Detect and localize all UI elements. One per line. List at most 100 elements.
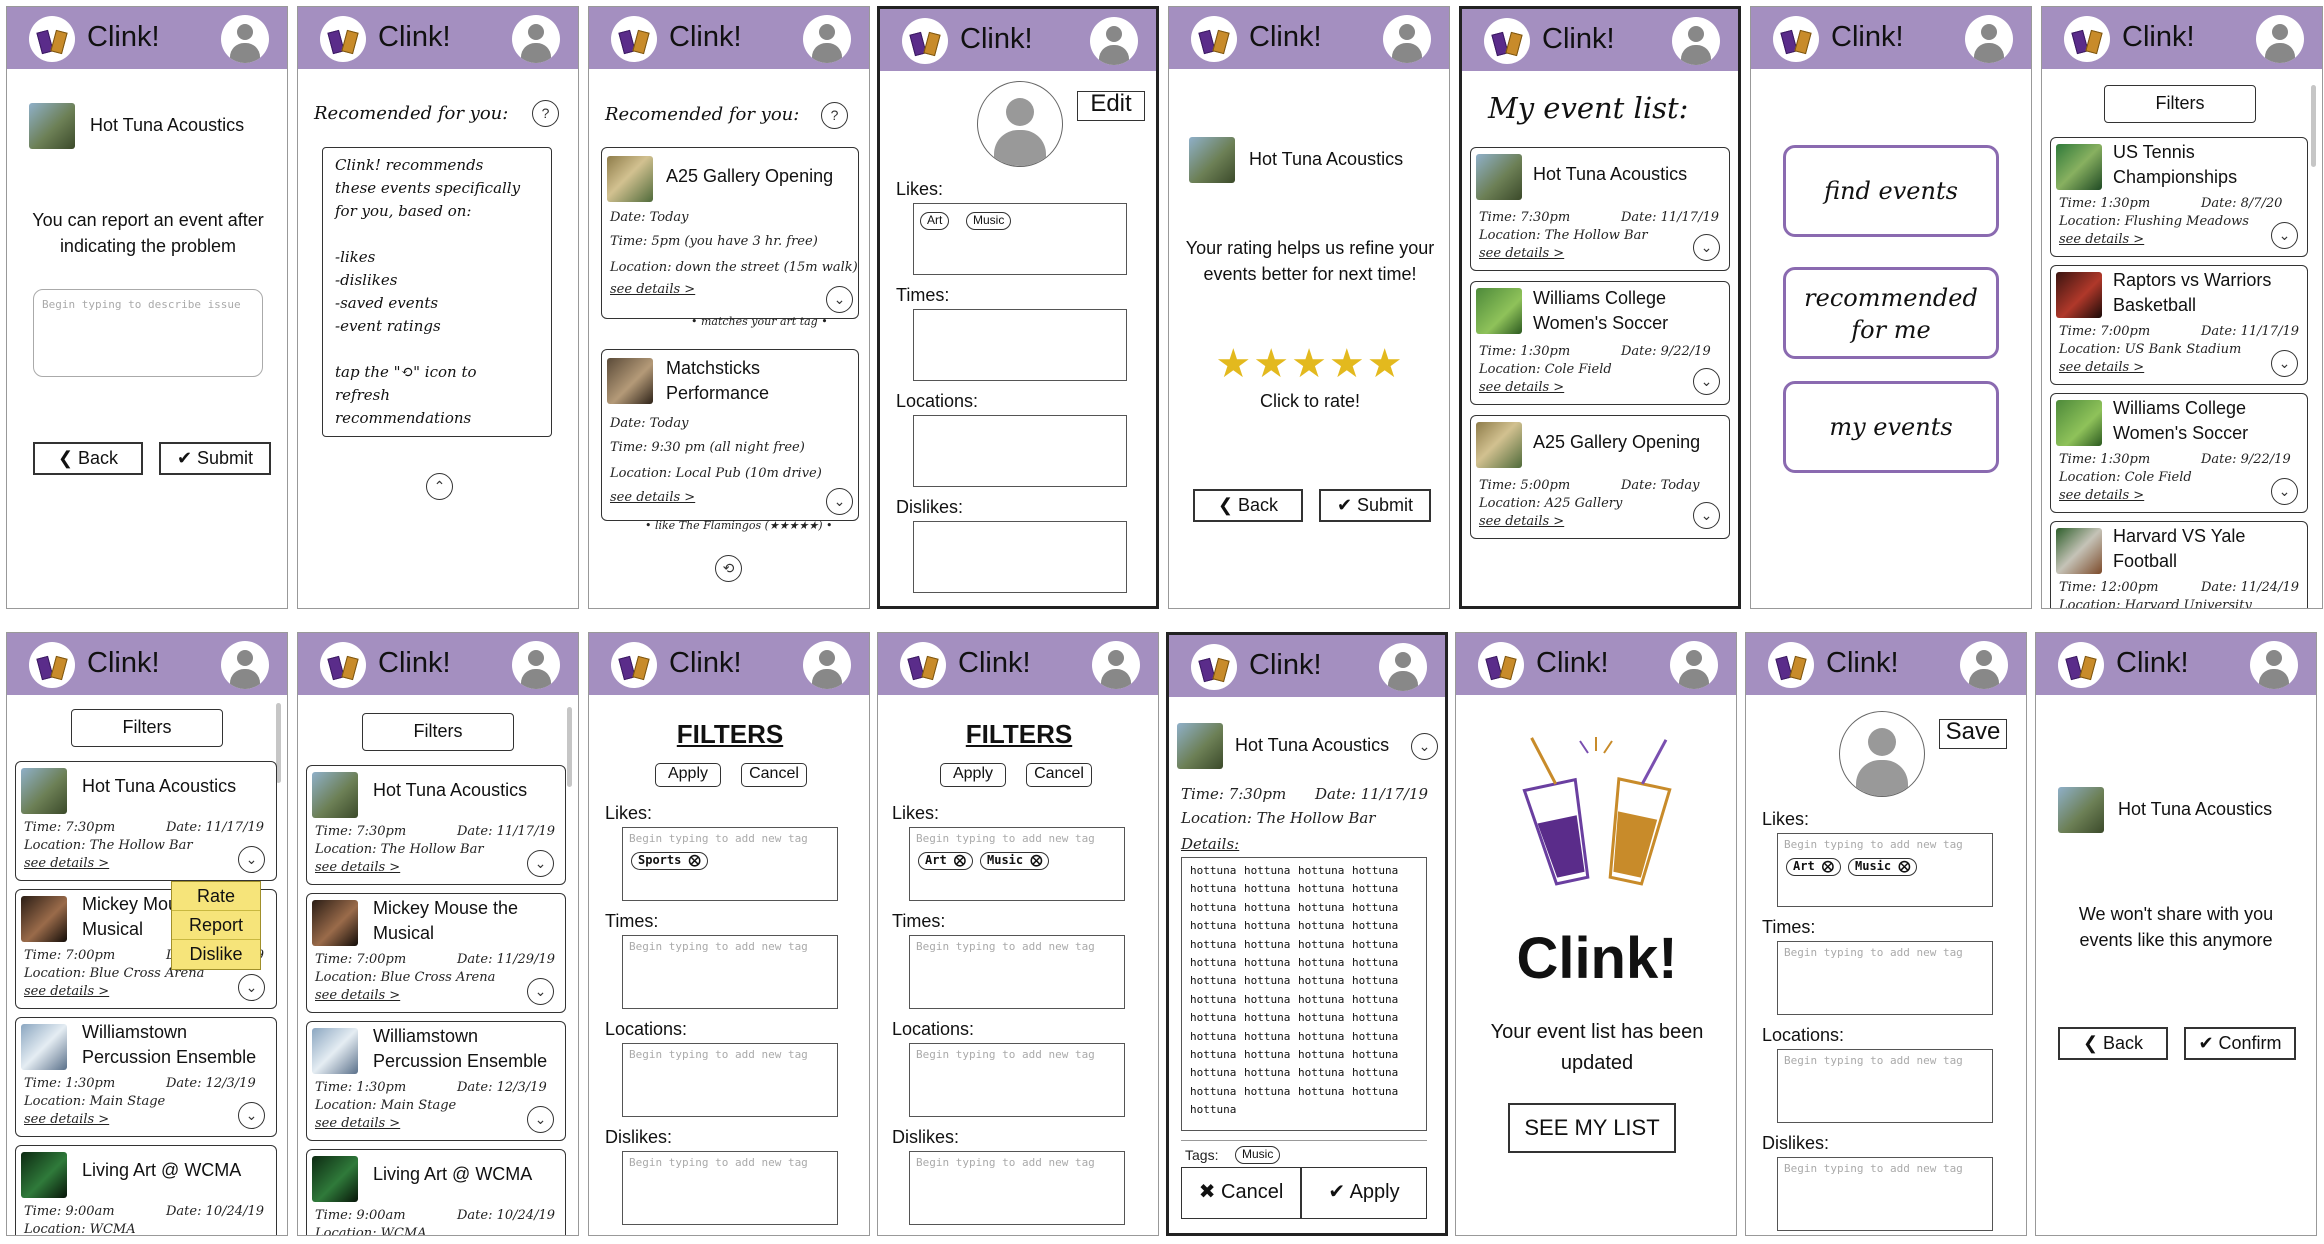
see-details-link[interactable]: see details > — [24, 856, 110, 871]
tag-chip[interactable]: Music ⨂ — [1848, 858, 1918, 876]
chevron-down-icon[interactable]: ⌄ — [1693, 234, 1720, 261]
tag-chip[interactable]: Sports ⨂ — [631, 852, 708, 870]
event-card[interactable]: Matchsticks Performance Date: Today Time… — [601, 349, 859, 521]
find-events-button[interactable]: find events — [1783, 145, 1999, 237]
chevron-down-icon[interactable]: ⌄ — [1411, 733, 1438, 760]
menu-item-rate[interactable]: Rate — [172, 882, 260, 911]
event-card[interactable]: Living Art @ WCMA Time: 9:00am Date: 10/… — [306, 1149, 566, 1235]
event-card[interactable]: Williamstown Percussion Ensemble Time: 1… — [15, 1017, 277, 1137]
apply-button[interactable]: Apply — [940, 763, 1006, 787]
see-details-link[interactable]: see details > — [2059, 360, 2145, 375]
tag-chip[interactable]: Music ⨂ — [980, 852, 1050, 870]
filters-button[interactable]: Filters — [362, 713, 514, 751]
see-details-link[interactable]: see details > — [1479, 380, 1565, 395]
back-button[interactable]: ❮ Back — [2058, 1027, 2168, 1060]
event-card[interactable]: Hot Tuna Acoustics Time: 7:30pm Date: 11… — [306, 765, 566, 885]
chevron-down-icon[interactable]: ⌄ — [2271, 478, 2298, 505]
tag-chip[interactable]: Art ⨂ — [918, 852, 973, 870]
profile-avatar-icon[interactable] — [803, 641, 851, 689]
likes-box[interactable]: Begin typing to add new tag Art ⨂ Music … — [1777, 833, 1993, 907]
menu-item-dislike[interactable]: Dislike — [189, 944, 243, 964]
my-events-button[interactable]: my events — [1783, 381, 1999, 473]
chevron-down-icon[interactable]: ⌄ — [527, 850, 554, 877]
chevron-down-icon[interactable]: ⌄ — [238, 1102, 265, 1129]
times-box[interactable]: Begin typing to add new tag — [1777, 941, 1993, 1015]
profile-avatar-icon[interactable] — [1092, 641, 1140, 689]
submit-button[interactable]: ✔ Submit — [1319, 489, 1431, 522]
filters-button[interactable]: Filters — [2104, 85, 2256, 123]
chevron-down-icon[interactable]: ⌄ — [1693, 502, 1720, 529]
times-box[interactable]: Begin typing to add new tag — [909, 935, 1125, 1009]
chevron-up-icon[interactable]: ⌃ — [426, 473, 453, 500]
likes-box[interactable]: Begin typing to add new tag Sports ⨂ — [622, 827, 838, 901]
filters-button[interactable]: Filters — [71, 709, 223, 747]
event-card[interactable]: Mickey Mouse the Musical Time: 7:00pm Da… — [306, 893, 566, 1013]
see-details-link[interactable]: see details > — [610, 490, 696, 505]
profile-avatar-icon[interactable] — [803, 15, 851, 63]
tag-chip[interactable]: Art ⨂ — [1786, 858, 1841, 876]
see-details-link[interactable]: see details > — [24, 1112, 110, 1127]
see-details-link[interactable]: see details > — [2059, 488, 2145, 503]
dislikes-box[interactable] — [913, 521, 1127, 593]
scrollbar[interactable] — [276, 703, 281, 783]
help-icon[interactable]: ? — [532, 100, 559, 127]
edit-button[interactable]: Edit — [1077, 91, 1145, 121]
see-details-link[interactable]: see details > — [315, 860, 401, 875]
see-details-link[interactable]: see details > — [610, 282, 696, 297]
locations-box[interactable]: Begin typing to add new tag — [622, 1043, 838, 1117]
event-card[interactable]: A25 Gallery Opening Time: 5:00pm Date: T… — [1470, 415, 1730, 539]
chevron-down-icon[interactable]: ⌄ — [527, 978, 554, 1005]
remove-tag-icon[interactable]: ⨂ — [1891, 859, 1911, 873]
see-details-link[interactable]: see details > — [315, 988, 401, 1003]
see-my-list-button[interactable]: SEE MY LIST — [1508, 1103, 1676, 1153]
tag-chip[interactable]: Music — [1235, 1146, 1281, 1164]
refresh-icon[interactable]: ⟲ — [715, 555, 742, 582]
chevron-down-icon[interactable]: ⌄ — [2271, 350, 2298, 377]
event-card[interactable]: Williamstown Percussion Ensemble Time: 1… — [306, 1021, 566, 1141]
profile-avatar-icon[interactable] — [2256, 15, 2304, 63]
profile-avatar-icon[interactable] — [1965, 15, 2013, 63]
help-icon[interactable]: ? — [821, 102, 848, 129]
chevron-down-icon[interactable]: ⌄ — [1693, 368, 1720, 395]
remove-tag-icon[interactable]: ⨂ — [1814, 859, 1834, 873]
profile-avatar-icon[interactable] — [1090, 17, 1138, 65]
cancel-button[interactable]: ✖ Cancel — [1181, 1167, 1301, 1219]
likes-box[interactable]: Begin typing to add new tag Art ⨂ Music … — [909, 827, 1125, 901]
see-details-link[interactable]: see details > — [1479, 514, 1565, 529]
recommended-button[interactable]: recommended for me — [1783, 267, 1999, 359]
event-card[interactable]: A25 Gallery Opening Date: Today Time: 5p… — [601, 147, 859, 319]
profile-avatar-icon[interactable] — [512, 15, 560, 63]
profile-avatar-icon[interactable] — [221, 15, 269, 63]
chevron-down-icon[interactable]: ⌄ — [527, 1106, 554, 1133]
event-card[interactable]: Raptors vs Warriors Basketball Time: 7:0… — [2050, 265, 2308, 385]
event-card[interactable]: Williams College Women's Soccer Time: 1:… — [2050, 393, 2308, 513]
dislikes-box[interactable]: Begin typing to add new tag — [909, 1151, 1125, 1225]
profile-avatar-icon[interactable] — [512, 641, 560, 689]
remove-tag-icon[interactable]: ⨂ — [946, 853, 966, 867]
submit-button[interactable]: ✔ Submit — [159, 442, 271, 475]
dislikes-box[interactable]: Begin typing to add new tag — [1777, 1157, 1993, 1231]
chevron-down-icon[interactable]: ⌄ — [238, 974, 265, 1001]
see-details-link[interactable]: see details > — [315, 1116, 401, 1131]
profile-avatar-icon[interactable] — [1383, 15, 1431, 63]
event-card[interactable]: Williams College Women's Soccer Time: 1:… — [1470, 281, 1730, 405]
see-details-link[interactable]: see details > — [1479, 246, 1565, 261]
event-card[interactable]: Hot Tuna Acoustics Time: 7:30pm Date: 11… — [15, 761, 277, 881]
scrollbar[interactable] — [567, 707, 572, 787]
see-details-link[interactable]: see details > — [2059, 232, 2145, 247]
star-rating-icon[interactable]: ★★★★★ — [1215, 342, 1405, 386]
remove-tag-icon[interactable]: ⨂ — [1023, 853, 1043, 867]
chevron-down-icon[interactable]: ⌄ — [238, 846, 265, 873]
event-card[interactable]: Harvard VS Yale Football Time: 12:00pm D… — [2050, 521, 2308, 608]
chevron-down-icon[interactable]: ⌄ — [826, 286, 853, 313]
apply-button[interactable]: Apply — [655, 763, 721, 787]
issue-textarea[interactable]: Begin typing to describe issue — [33, 289, 263, 377]
back-button[interactable]: ❮ Back — [1193, 489, 1303, 522]
event-card[interactable]: Living Art @ WCMA Time: 9:00am Date: 10/… — [15, 1145, 277, 1235]
see-details-link[interactable]: see details > — [24, 984, 110, 999]
profile-avatar-icon[interactable] — [1960, 641, 2008, 689]
tag-chip[interactable]: Art — [920, 212, 950, 230]
times-box[interactable] — [913, 309, 1127, 381]
confirm-button[interactable]: ✔ Confirm — [2184, 1027, 2296, 1060]
dislikes-box[interactable]: Begin typing to add new tag — [622, 1151, 838, 1225]
